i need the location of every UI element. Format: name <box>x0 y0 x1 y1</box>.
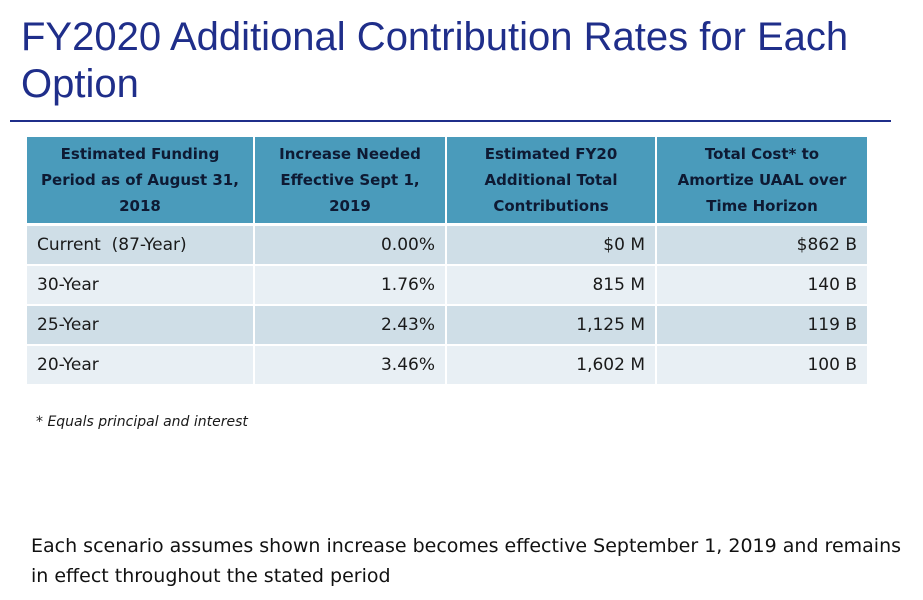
cell-funding-period: 30-Year <box>27 266 255 306</box>
footnote: * Equals principal and interest <box>36 414 248 430</box>
table-row: 30-Year 1.76% 815 M 140 B <box>27 266 867 306</box>
contribution-rates-table: Estimated Funding Period as of August 31… <box>27 137 867 386</box>
cell-fy20-contributions: 815 M <box>447 266 657 306</box>
cell-increase-needed: 2.43% <box>255 306 447 346</box>
title-underline <box>10 120 891 122</box>
cell-fy20-contributions: $0 M <box>447 226 657 266</box>
scenario-note: Each scenario assumes shown increase bec… <box>31 535 902 587</box>
header-increase-needed: Increase Needed Effective Sept 1, 2019 <box>255 137 447 226</box>
header-total-cost: Total Cost* to Amortize UAAL over Time H… <box>657 137 867 226</box>
cell-funding-period: 25-Year <box>27 306 255 346</box>
cell-total-cost: 140 B <box>657 266 867 306</box>
cell-fy20-contributions: 1,125 M <box>447 306 657 346</box>
cell-funding-period: Current (87-Year) <box>27 226 255 266</box>
cell-increase-needed: 1.76% <box>255 266 447 306</box>
cell-total-cost: 100 B <box>657 346 867 386</box>
table-row: Current (87-Year) 0.00% $0 M $862 B <box>27 226 867 266</box>
slide-title: FY2020 Additional Contribution Rates for… <box>21 15 849 106</box>
cell-fy20-contributions: 1,602 M <box>447 346 657 386</box>
cell-increase-needed: 0.00% <box>255 226 447 266</box>
cell-total-cost: $862 B <box>657 226 867 266</box>
table-row: 20-Year 3.46% 1,602 M 100 B <box>27 346 867 386</box>
cell-funding-period: 20-Year <box>27 346 255 386</box>
header-funding-period: Estimated Funding Period as of August 31… <box>27 137 255 226</box>
cell-total-cost: 119 B <box>657 306 867 346</box>
table-header-row: Estimated Funding Period as of August 31… <box>27 137 867 226</box>
header-fy20-contributions: Estimated FY20 Additional Total Contribu… <box>447 137 657 226</box>
cell-increase-needed: 3.46% <box>255 346 447 386</box>
table-row: 25-Year 2.43% 1,125 M 119 B <box>27 306 867 346</box>
